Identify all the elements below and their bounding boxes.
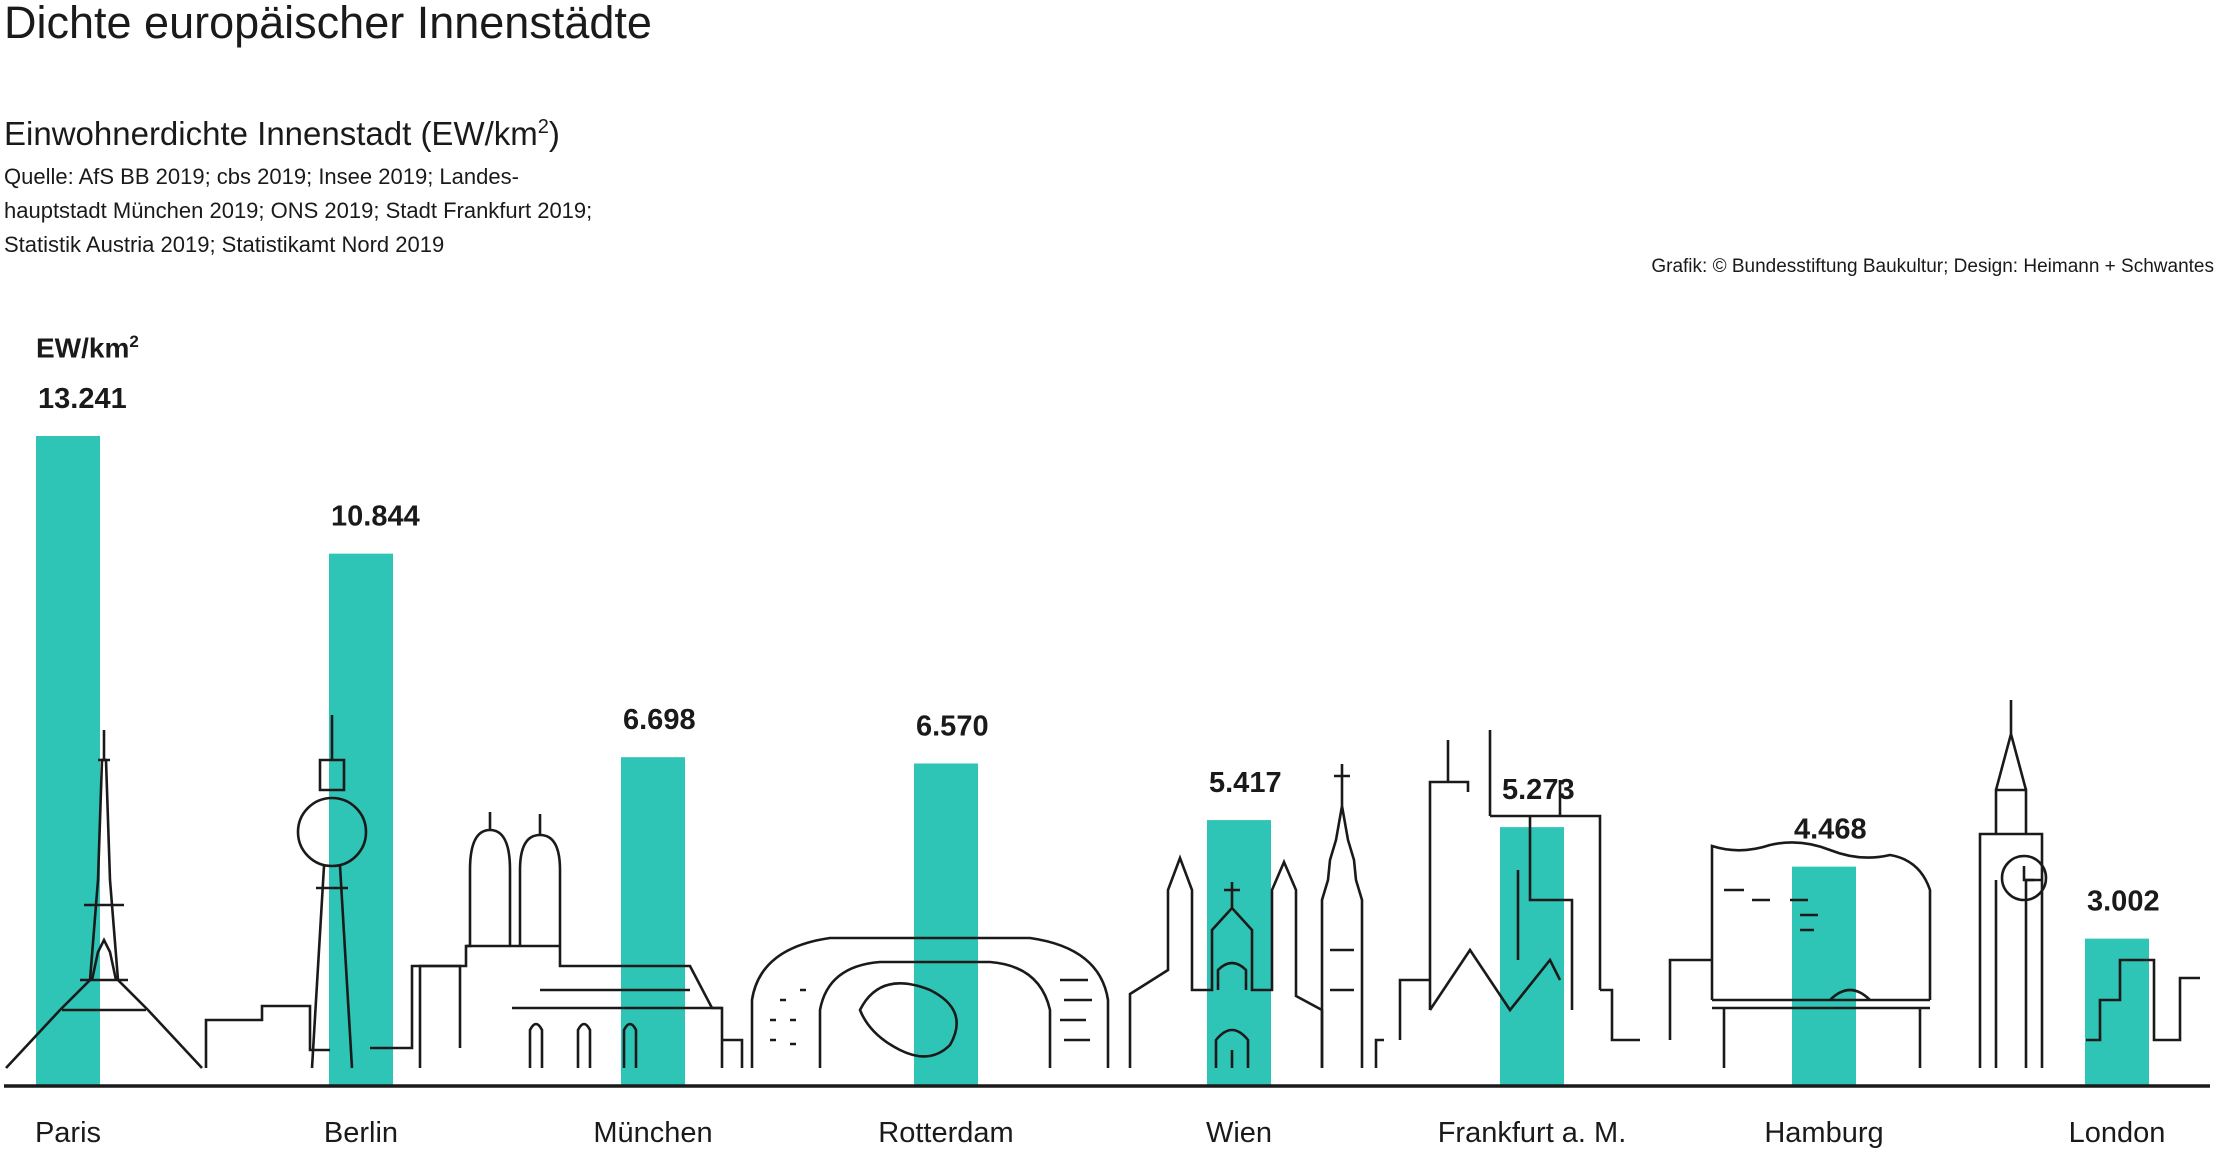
category-label-6: Hamburg: [1764, 1117, 1883, 1149]
unit-label-superscript: 2: [129, 332, 139, 351]
chart-title: Dichte europäischer Innenstädte: [4, 0, 652, 48]
bar-3: [914, 763, 978, 1086]
value-label-6: 4.468: [1794, 814, 1867, 846]
subtitle-close: ): [548, 115, 560, 152]
value-labels-layer: 13.241 10.844 6.698 6.570 5.417 5.273 4.468 3.0…: [38, 383, 2160, 918]
skyline-hamburg: [1668, 841, 1932, 1068]
bar-6: [1792, 866, 1856, 1086]
value-label-1: 10.844: [331, 501, 420, 533]
subtitle-superscript: 2: [537, 116, 549, 138]
unit-label: EW/km2: [36, 332, 139, 364]
source-note: Quelle: AfS BB 2019; cbs 2019; Insee 201…: [4, 164, 593, 257]
bar-7: [2085, 938, 2149, 1086]
unit-label-base: EW/km: [36, 332, 130, 364]
category-label-7: London: [2069, 1117, 2166, 1149]
value-label-2: 6.698: [623, 704, 696, 736]
bar-5: [1500, 827, 1564, 1086]
chart-subtitle: Einwohnerdichte Innenstadt (EW/km2): [4, 106, 560, 155]
skyline-rotterdam: [750, 936, 1110, 1068]
value-label-5: 5.273: [1502, 774, 1575, 806]
category-label-4: Wien: [1206, 1117, 1272, 1149]
category-label-0: Paris: [35, 1117, 101, 1149]
skyline-muenchen: [418, 812, 744, 1068]
category-labels-layer: Paris Berlin München Rotterdam Wien Frankfurt…: [35, 1117, 2165, 1149]
bar-4: [1207, 820, 1271, 1086]
skyline-illustration: [5, 700, 2200, 1069]
skyline-frankfurt: [1398, 730, 1640, 1042]
skyline-london: [1978, 700, 2200, 1068]
value-label-0: 13.241: [38, 383, 127, 415]
category-label-2: München: [593, 1117, 712, 1149]
bar-0: [36, 436, 100, 1086]
value-label-4: 5.417: [1209, 767, 1282, 799]
category-label-3: Rotterdam: [878, 1117, 1013, 1149]
credit-note: Grafik: © Bundesstiftung Baukultur; Desi…: [1651, 256, 2214, 277]
bar-2: [621, 757, 685, 1086]
bar-1: [329, 553, 393, 1086]
value-label-7: 3.002: [2087, 886, 2160, 918]
skyline-paris: [5, 730, 330, 1069]
value-label-3: 6.570: [916, 710, 989, 742]
skyline-berlin: [296, 715, 462, 1069]
skyline-wien: [1128, 764, 1384, 1068]
category-label-1: Berlin: [324, 1117, 398, 1149]
subtitle-text: Einwohnerdichte Innenstadt (EW/km: [4, 115, 538, 152]
category-label-5: Frankfurt a. M.: [1438, 1117, 1627, 1149]
bars-layer: [36, 436, 2149, 1086]
